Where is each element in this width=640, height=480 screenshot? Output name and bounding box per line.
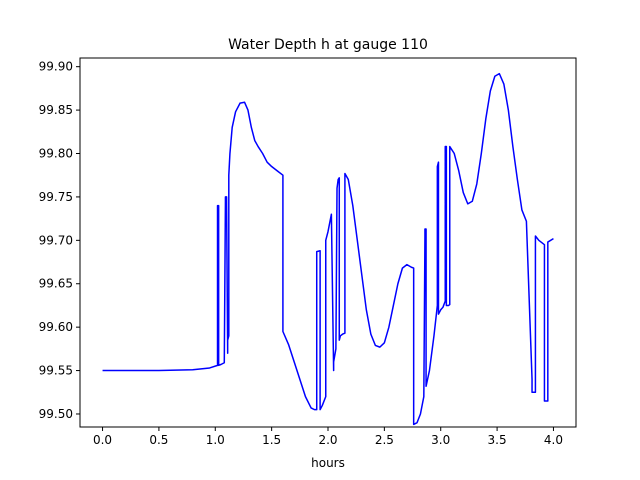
- y-tick-label: 99.75: [39, 190, 73, 204]
- y-tick-label: 99.55: [39, 364, 73, 378]
- y-tick-label: 99.90: [39, 60, 73, 74]
- x-tick-label: 3.5: [488, 433, 507, 447]
- y-tick-label: 99.60: [39, 320, 73, 334]
- x-tick-label: 0.5: [149, 433, 168, 447]
- x-tick-label: 2.0: [318, 433, 337, 447]
- x-tick-label: 0.0: [93, 433, 112, 447]
- x-tick-label: 2.5: [375, 433, 394, 447]
- ticks-layer: 0.0 0.5 1.0 1.5 2.0 2.5 3.0 3.5 4.0 99.50 99.55 99.…: [39, 60, 563, 447]
- y-tick-label: 99.65: [39, 277, 73, 291]
- y-tick-label: 99.50: [39, 407, 73, 421]
- y-tick-label: 99.70: [39, 233, 73, 247]
- plot-background: [80, 58, 576, 427]
- x-tick-label: 1.0: [206, 433, 225, 447]
- x-tick-label: 4.0: [544, 433, 563, 447]
- y-tick-label: 99.80: [39, 147, 73, 161]
- chart-title: Water Depth h at gauge 110: [228, 37, 428, 53]
- x-axis-label: hours: [311, 456, 345, 470]
- x-tick-label: 1.5: [262, 433, 281, 447]
- y-tick-label: 99.85: [39, 103, 73, 117]
- plot-frame: [79, 57, 577, 428]
- series-line-0: [102, 72, 554, 426]
- x-tick-label: 3.0: [431, 433, 450, 447]
- series-layer: [102, 72, 554, 426]
